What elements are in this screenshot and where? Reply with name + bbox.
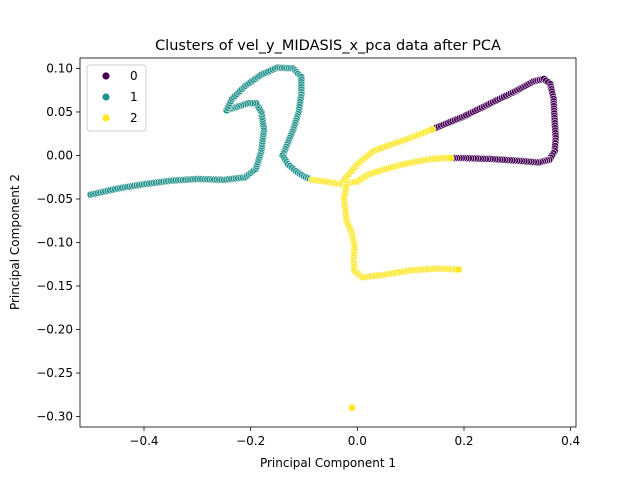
legend-marker-1	[102, 93, 110, 101]
legend-frame	[86, 64, 147, 132]
x-tick-label: −0.4	[129, 434, 158, 448]
cluster-2-point	[446, 154, 455, 162]
y-tick-label: −0.20	[36, 323, 73, 337]
cluster-2-point	[428, 125, 436, 134]
x-tick-label: 0.2	[454, 434, 473, 448]
legend-label-0: 0	[130, 69, 138, 83]
y-axis: 0.10 0.05 0.00 −0.05 −0.10 −0.15 −0.20 −0.25 −0.…	[36, 61, 80, 424]
chart-title: Clusters of vel_y_MIDASIS_x_pca data aft…	[155, 38, 501, 54]
legend-marker-2	[102, 114, 110, 122]
legend-marker-0	[102, 72, 110, 80]
legend: 0 1 2	[86, 64, 147, 132]
y-tick-label: −0.10	[36, 236, 73, 250]
x-axis-label: Principal Component 1	[260, 456, 396, 470]
x-tick-label: −0.2	[236, 434, 265, 448]
cluster-2-point	[348, 403, 356, 412]
x-tick-label: 0.0	[348, 434, 367, 448]
scatter-points	[86, 63, 560, 412]
x-tick-label: 0.4	[561, 434, 580, 448]
legend-label-2: 2	[130, 111, 138, 125]
legend-label-1: 1	[130, 90, 138, 104]
y-tick-label: −0.30	[36, 410, 73, 424]
x-axis: −0.4 −0.2 0.0 0.2 0.4	[129, 427, 580, 448]
y-tick-label: 0.10	[46, 61, 73, 75]
y-tick-label: −0.05	[36, 192, 73, 206]
y-tick-label: −0.15	[36, 279, 73, 293]
y-tick-label: −0.25	[36, 366, 73, 380]
cluster-2-point	[454, 265, 463, 274]
y-axis-label: Principal Component 2	[8, 174, 22, 310]
y-tick-label: 0.00	[46, 148, 73, 162]
y-tick-label: 0.05	[46, 105, 73, 119]
